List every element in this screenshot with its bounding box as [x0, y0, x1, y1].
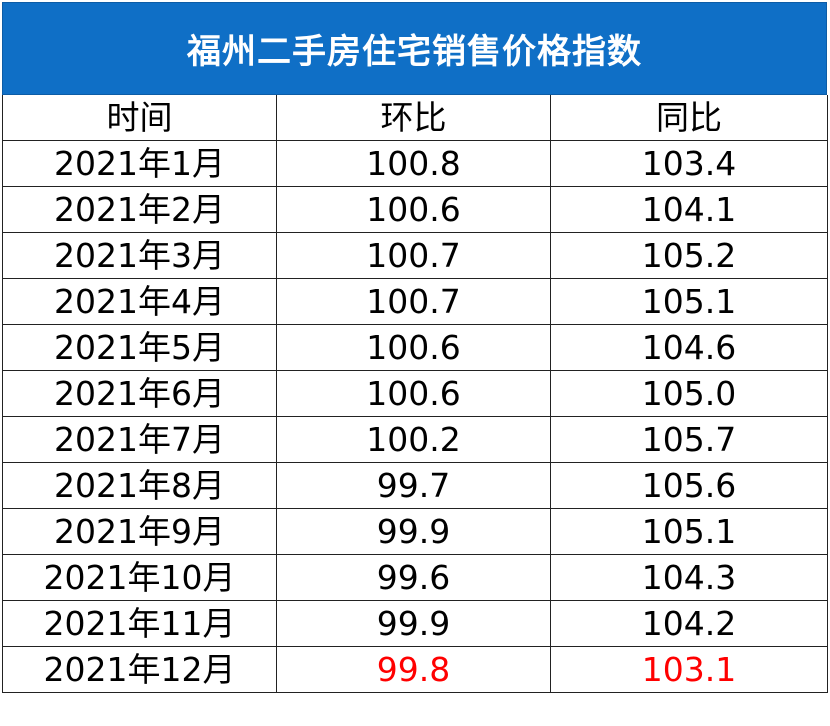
cell-mom: 99.9 — [276, 600, 551, 647]
table-body: 2021年1月 100.8 103.4 2021年2月 100.6 104.1 … — [2, 140, 828, 693]
cell-yoy: 104.2 — [550, 600, 828, 647]
table-row: 2021年1月 100.8 103.4 — [2, 140, 828, 187]
price-index-sheet: 福州二手房住宅销售价格指数 时间 环比 同比 2021年1月 100.8 103… — [2, 2, 828, 693]
column-header-yoy: 同比 — [550, 95, 828, 141]
cell-time: 2021年6月 — [2, 370, 277, 417]
cell-mom-highlighted: 99.8 — [276, 646, 551, 693]
cell-mom: 100.7 — [276, 232, 551, 279]
cell-mom: 100.2 — [276, 416, 551, 463]
table-row: 2021年6月 100.6 105.0 — [2, 370, 828, 417]
column-header-mom: 环比 — [276, 95, 551, 141]
cell-time: 2021年10月 — [2, 554, 277, 601]
cell-yoy: 104.3 — [550, 554, 828, 601]
cell-yoy: 105.7 — [550, 416, 828, 463]
table-row: 2021年7月 100.2 105.7 — [2, 416, 828, 463]
cell-time: 2021年9月 — [2, 508, 277, 555]
cell-time: 2021年5月 — [2, 324, 277, 371]
cell-mom: 100.6 — [276, 186, 551, 233]
cell-mom: 99.6 — [276, 554, 551, 601]
cell-yoy: 104.6 — [550, 324, 828, 371]
cell-mom: 100.8 — [276, 140, 551, 187]
cell-time: 2021年8月 — [2, 462, 277, 509]
cell-yoy: 105.0 — [550, 370, 828, 417]
cell-yoy: 105.6 — [550, 462, 828, 509]
cell-time: 2021年1月 — [2, 140, 277, 187]
cell-yoy: 105.2 — [550, 232, 828, 279]
table-title: 福州二手房住宅销售价格指数 — [2, 2, 827, 95]
table-row: 2021年8月 99.7 105.6 — [2, 462, 828, 509]
cell-mom: 100.6 — [276, 370, 551, 417]
cell-mom: 100.7 — [276, 278, 551, 325]
table-row-highlighted: 2021年12月 99.8 103.1 — [2, 646, 828, 693]
cell-mom: 99.9 — [276, 508, 551, 555]
column-header-time: 时间 — [2, 95, 277, 141]
cell-yoy-highlighted: 103.1 — [550, 646, 828, 693]
cell-time: 2021年11月 — [2, 600, 277, 647]
table-row: 2021年5月 100.6 104.6 — [2, 324, 828, 371]
cell-time: 2021年3月 — [2, 232, 277, 279]
header-row: 时间 环比 同比 — [2, 95, 828, 141]
cell-yoy: 103.4 — [550, 140, 828, 187]
cell-mom: 100.6 — [276, 324, 551, 371]
table-row: 2021年3月 100.7 105.2 — [2, 232, 828, 279]
price-index-table: 时间 环比 同比 2021年1月 100.8 103.4 2021年2月 100… — [2, 95, 828, 693]
table-row: 2021年10月 99.6 104.3 — [2, 554, 828, 601]
cell-time: 2021年2月 — [2, 186, 277, 233]
table-row: 2021年11月 99.9 104.2 — [2, 600, 828, 647]
cell-yoy: 105.1 — [550, 508, 828, 555]
cell-time: 2021年4月 — [2, 278, 277, 325]
cell-yoy: 104.1 — [550, 186, 828, 233]
table-row: 2021年9月 99.9 105.1 — [2, 508, 828, 555]
table-row: 2021年4月 100.7 105.1 — [2, 278, 828, 325]
table-row: 2021年2月 100.6 104.1 — [2, 186, 828, 233]
cell-time: 2021年7月 — [2, 416, 277, 463]
cell-time: 2021年12月 — [2, 646, 277, 693]
cell-yoy: 105.1 — [550, 278, 828, 325]
cell-mom: 99.7 — [276, 462, 551, 509]
